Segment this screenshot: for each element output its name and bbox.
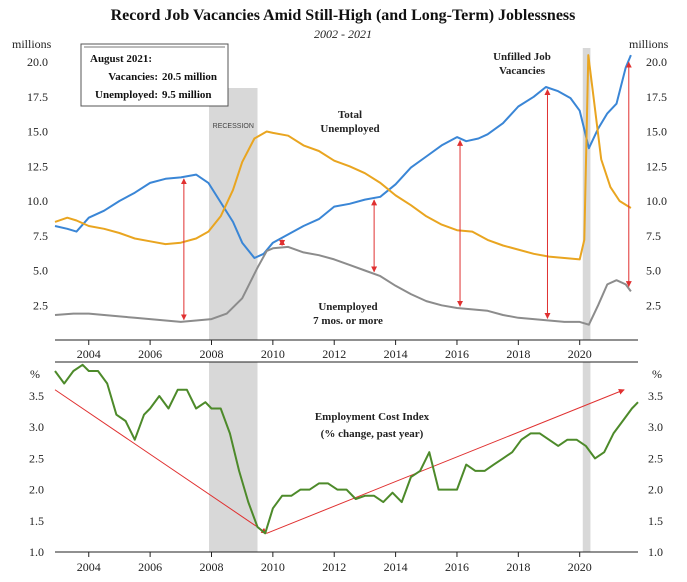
left-y-tick-label: 2.5 [29, 451, 44, 465]
eci-annotation-line1: Employment Cost Index [315, 411, 430, 423]
left-y-tick-label: 5.0 [33, 264, 48, 278]
left-y-tick-label: 1.0 [29, 545, 44, 559]
right-y-tick-label: 12.5 [646, 159, 667, 173]
unemployed-line [54, 54, 632, 261]
left-y-tick-label: 10.0 [27, 194, 48, 208]
x-tick-label: 2004 [77, 347, 101, 361]
x-tick-label: 2004 [77, 560, 101, 574]
x-tick-label: 2018 [506, 560, 530, 574]
trend-arrow [266, 388, 625, 534]
right-y-tick-label: 7.5 [646, 229, 661, 243]
info-box-heading: August 2021: [90, 53, 152, 65]
unemployed-value: 9.5 million [162, 89, 212, 101]
right-y-tick-label: 10.0 [646, 194, 667, 208]
right-y-tick-label: 5.0 [646, 264, 661, 278]
top-panel: RECESSION millions millions 20.0 20.0 17.5 17.… [12, 37, 669, 361]
recession-band [582, 362, 591, 552]
long-term-annotation-line2: 7 mos. or more [313, 315, 383, 327]
total-unemployed-annotation-line2: Unemployed [320, 123, 379, 135]
recession-label: RECESSION [213, 123, 254, 130]
x-tick-label: 2018 [506, 347, 530, 361]
right-y-tick-label: 2.5 [646, 298, 661, 312]
left-y-tick-label: 15.0 [27, 125, 48, 139]
left-axis-units: % [30, 367, 40, 381]
eci-line [54, 363, 639, 535]
x-tick-label: 2014 [384, 560, 408, 574]
right-axis-units: % [652, 367, 662, 381]
x-tick-label: 2010 [261, 560, 285, 574]
right-y-tick-label: 2.5 [648, 451, 663, 465]
x-tick-label: 2020 [568, 347, 592, 361]
x-tick-label: 2010 [261, 347, 285, 361]
right-axis-units: millions [629, 37, 669, 51]
left-y-tick-label: 3.0 [29, 420, 44, 434]
right-y-tick-label: 1.0 [648, 545, 663, 559]
bottom-panel: % % 3.5 3.5 3.0 3.0 2.5 2.5 2.0 2.0 1.5 1.5 1.0 1.0 20… [29, 361, 663, 574]
x-tick-label: 2008 [199, 347, 223, 361]
x-tick-label: 2008 [199, 560, 223, 574]
x-tick-label: 2006 [138, 347, 162, 361]
vacancies-annotation-line2: Vacancies [499, 65, 546, 77]
info-box [80, 43, 229, 107]
chart-title: Record Job Vacancies Amid Still-High (an… [111, 7, 576, 24]
left-axis-units: millions [12, 37, 52, 51]
right-y-tick-label: 2.0 [648, 483, 663, 497]
right-y-tick-label: 20.0 [646, 55, 667, 69]
trend-arrow [54, 389, 268, 534]
long-term-annotation-line1: Unemployed [318, 301, 377, 313]
x-tick-label: 2014 [384, 347, 408, 361]
x-tick-label: 2020 [568, 560, 592, 574]
vacancies-label: Vacancies: [108, 71, 158, 83]
right-y-tick-label: 15.0 [646, 125, 667, 139]
left-y-tick-label: 7.5 [33, 229, 48, 243]
left-y-tick-label: 1.5 [29, 514, 44, 528]
chart-subtitle: 2002 - 2021 [314, 27, 372, 41]
left-y-tick-label: 2.0 [29, 483, 44, 497]
left-y-tick-label: 20.0 [27, 55, 48, 69]
right-y-tick-label: 17.5 [646, 90, 667, 104]
left-y-tick-label: 12.5 [27, 159, 48, 173]
left-y-tick-label: 2.5 [33, 298, 48, 312]
x-tick-label: 2006 [138, 560, 162, 574]
right-y-tick-label: 3.0 [648, 420, 663, 434]
recession-band [209, 88, 258, 340]
left-y-tick-label: 17.5 [27, 90, 48, 104]
vacancies-line [54, 54, 632, 259]
total-unemployed-annotation-line1: Total [338, 109, 362, 121]
recession-band [209, 362, 258, 552]
recession-band [582, 48, 591, 340]
vacancies-annotation-line1: Unfilled Job [493, 51, 551, 63]
x-tick-label: 2012 [322, 560, 346, 574]
vacancies-value: 20.5 million [162, 71, 217, 83]
right-y-tick-label: 3.5 [648, 389, 663, 403]
left-y-tick-label: 3.5 [29, 389, 44, 403]
x-tick-label: 2016 [445, 347, 469, 361]
long-term-unemployed-line [54, 245, 632, 326]
x-tick-label: 2012 [322, 347, 346, 361]
unemployed-label: Unemployed: [95, 89, 158, 101]
eci-annotation-line2: (% change, past year) [321, 428, 424, 440]
x-tick-label: 2016 [445, 560, 469, 574]
right-y-tick-label: 1.5 [648, 514, 663, 528]
